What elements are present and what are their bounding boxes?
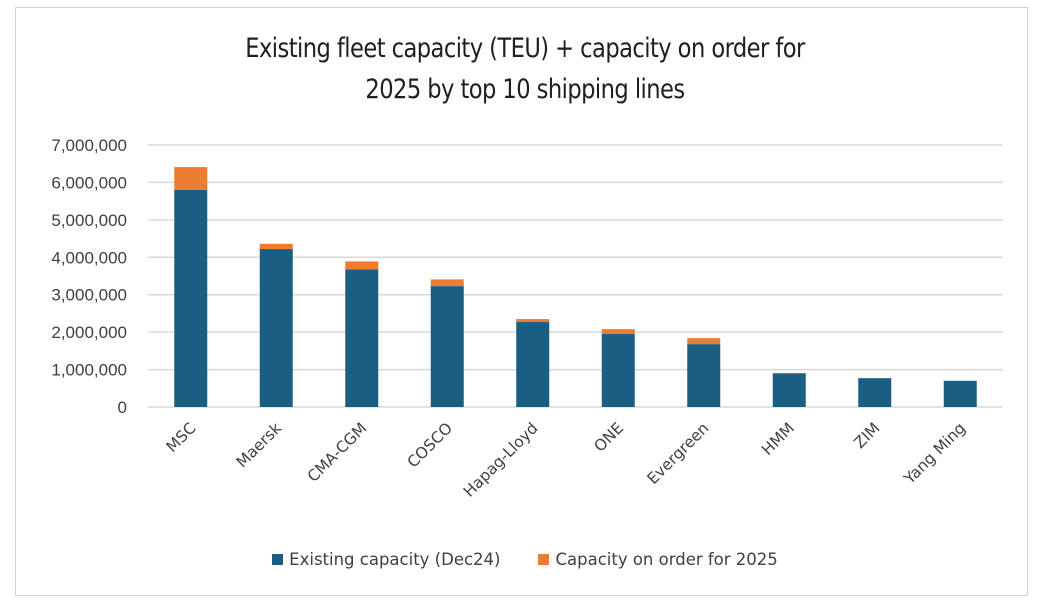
y-axis-tick-labels: 0 1,000,000 2,000,000 3,000,000 4,000,000 5,0… bbox=[51, 136, 127, 417]
bar-on-order-msc bbox=[174, 167, 208, 190]
legend-swatch-on-order bbox=[538, 554, 550, 565]
y-tick-label: 7,000,000 bbox=[51, 136, 127, 155]
x-tick-label: COSCO bbox=[404, 419, 456, 471]
bar-existing-maersk bbox=[259, 249, 293, 407]
legend-label-existing: Existing capacity (Dec24) bbox=[289, 550, 501, 569]
bar-existing-yang-ming bbox=[943, 380, 977, 407]
bars bbox=[174, 167, 977, 407]
bar-existing-cma-cgm bbox=[345, 269, 379, 407]
bar-existing-hmm bbox=[772, 373, 806, 407]
bar-existing-msc bbox=[174, 189, 208, 407]
x-tick-label: Hapag-Lloyd bbox=[460, 419, 542, 501]
x-tick-label: Evergreen bbox=[644, 419, 713, 488]
y-tick-label: 5,000,000 bbox=[51, 211, 127, 230]
x-tick-label: CMA-CGM bbox=[304, 419, 371, 486]
bar-on-order-hapag-lloyd bbox=[516, 319, 550, 323]
legend: Existing capacity (Dec24) Capacity on or… bbox=[0, 550, 1050, 569]
y-tick-label: 1,000,000 bbox=[51, 361, 127, 380]
x-tick-label: MSC bbox=[163, 419, 200, 456]
legend-item-existing: Existing capacity (Dec24) bbox=[272, 550, 500, 569]
x-tick-label: Yang Ming bbox=[900, 419, 969, 488]
y-tick-label: 2,000,000 bbox=[51, 323, 127, 342]
bar-existing-hapag-lloyd bbox=[516, 322, 550, 407]
chart-title-line-2: 2025 by top 10 shipping lines bbox=[365, 74, 685, 105]
x-tick-label: ONE bbox=[591, 419, 627, 455]
chart-title-line-1: Existing fleet capacity (TEU) + capacity… bbox=[245, 33, 805, 64]
y-tick-label: 6,000,000 bbox=[51, 173, 127, 192]
y-tick-label: 0 bbox=[118, 398, 127, 417]
legend-label-on-order: Capacity on order for 2025 bbox=[555, 550, 778, 569]
bar-existing-one bbox=[601, 334, 635, 407]
bar-on-order-cma-cgm bbox=[345, 261, 379, 270]
legend-item-on-order: Capacity on order for 2025 bbox=[538, 550, 778, 569]
legend-swatch-existing bbox=[272, 554, 284, 565]
bar-on-order-cosco bbox=[430, 279, 464, 287]
x-tick-label: Maersk bbox=[233, 419, 285, 471]
chart-title: Existing fleet capacity (TEU) + capacity… bbox=[0, 28, 1050, 110]
y-tick-label: 4,000,000 bbox=[51, 248, 127, 267]
x-axis-tick-labels: MSC Maersk CMA-CGM COSCO Hapag-Lloyd ONE Everg… bbox=[163, 419, 969, 501]
bar-existing-zim bbox=[858, 378, 892, 407]
bar-on-order-evergreen bbox=[687, 338, 721, 345]
bar-on-order-maersk bbox=[259, 243, 293, 250]
bar-on-order-one bbox=[601, 329, 635, 335]
y-tick-label: 3,000,000 bbox=[51, 286, 127, 305]
bar-existing-cosco bbox=[430, 286, 464, 407]
x-tick-label: ZIM bbox=[851, 419, 884, 452]
x-tick-label: HMM bbox=[758, 419, 798, 459]
bar-existing-evergreen bbox=[687, 344, 721, 407]
